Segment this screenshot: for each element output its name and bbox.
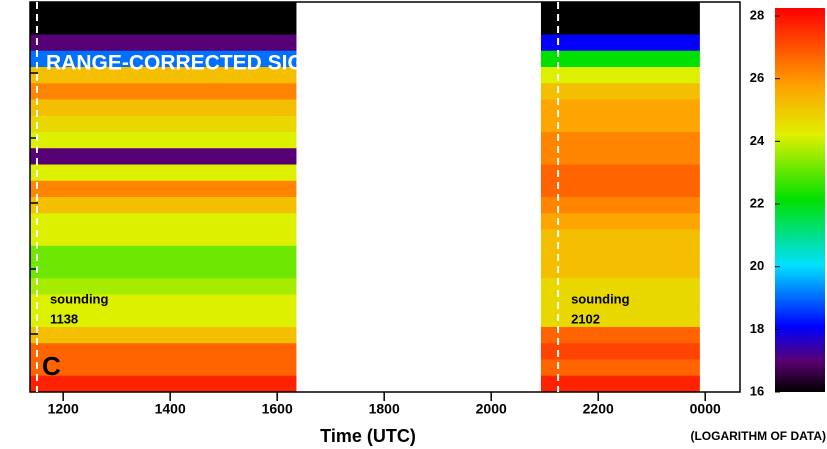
heat-cell	[30, 148, 297, 165]
colorbar-tick-label: 22	[750, 195, 764, 210]
heat-cell	[30, 67, 297, 84]
heat-cell	[30, 115, 297, 133]
heat-cell	[540, 132, 700, 149]
heat-cell	[540, 2, 700, 19]
x-tick-label: 1400	[155, 401, 186, 417]
heat-cell	[30, 327, 297, 344]
x-tick-label: 2000	[476, 401, 507, 417]
heat-cell	[540, 213, 700, 230]
heat-cell	[540, 245, 700, 263]
heat-cell	[30, 99, 297, 117]
heat-cell	[30, 229, 297, 247]
sounding-time: 2102	[571, 311, 600, 326]
heat-cell	[540, 99, 700, 117]
heat-cell	[30, 132, 297, 149]
heatmap	[30, 2, 700, 393]
heat-cell	[30, 180, 297, 198]
colorbar-tick-label: 26	[750, 70, 764, 85]
x-axis-label: Time (UTC)	[320, 426, 416, 446]
heat-cell	[540, 34, 700, 52]
heat-cell	[30, 310, 297, 328]
sounding-time: 1138	[50, 311, 78, 326]
colorbar-label: (LOGARITHM OF DATA)	[690, 429, 826, 443]
colorbar-tick-label: 16	[750, 383, 764, 398]
heat-cell	[540, 115, 700, 133]
heat-cell	[540, 294, 700, 312]
heat-cell	[30, 213, 297, 230]
heat-cell	[540, 164, 700, 182]
chart-title: RANGE-CORRECTED SIGNAL (710 nm)	[46, 52, 439, 75]
heat-cell	[30, 375, 297, 393]
heat-cell	[30, 18, 297, 35]
heat-cell	[540, 83, 700, 100]
heat-cell	[540, 50, 700, 68]
x-tick-label: 1800	[369, 401, 400, 417]
heat-cell	[30, 359, 297, 377]
heat-cell	[30, 278, 297, 295]
x-tick-label: 2200	[583, 401, 614, 417]
heat-cell	[30, 245, 297, 263]
heat-cell	[30, 262, 297, 279]
heat-cell	[540, 262, 700, 279]
heat-cell	[30, 197, 297, 214]
heat-cell	[540, 18, 700, 35]
heat-cell	[30, 50, 297, 68]
x-tick-label: 1600	[262, 401, 293, 417]
heat-cell	[540, 180, 700, 198]
heat-cell	[30, 164, 297, 182]
heat-cell	[30, 2, 297, 19]
colorbar	[775, 8, 825, 392]
heat-cell	[540, 278, 700, 295]
heat-cell	[540, 343, 700, 360]
heat-cell	[30, 294, 297, 312]
colorbar-tick-label: 28	[750, 7, 764, 22]
colorbar-tick-label: 24	[750, 133, 765, 148]
heat-cell	[30, 343, 297, 360]
panel-label: C	[42, 351, 61, 381]
heat-cell	[30, 83, 297, 100]
heat-cell	[540, 375, 700, 393]
sounding-label: sounding	[571, 291, 630, 306]
heat-cell	[540, 148, 700, 165]
heat-cell	[540, 310, 700, 328]
x-tick-label: 1200	[48, 401, 79, 417]
sounding-label: sounding	[50, 291, 109, 306]
heat-cell	[540, 197, 700, 214]
colorbar-tick-label: 20	[750, 258, 764, 273]
heat-cell	[30, 34, 297, 52]
colorbar-tick-label: 18	[750, 321, 764, 336]
heat-cell	[540, 67, 700, 84]
heat-cell	[540, 229, 700, 247]
heat-cell	[540, 359, 700, 377]
plot-frame	[29, 1, 741, 393]
x-tick-label: 0000	[690, 401, 721, 417]
heat-cell	[540, 327, 700, 344]
